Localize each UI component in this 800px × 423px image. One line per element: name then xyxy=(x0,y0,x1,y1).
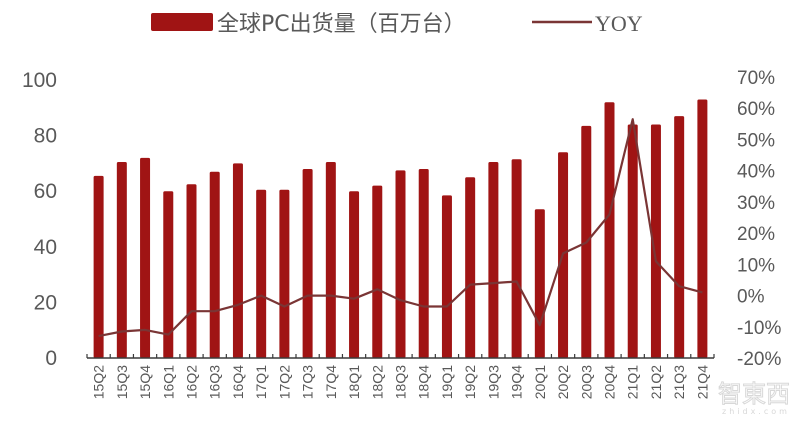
yoy-line-series xyxy=(98,118,703,338)
legend-bar-label: 全球PC出货量（百万台） xyxy=(217,12,466,37)
right-axis-tick-label: -20% xyxy=(737,349,781,370)
left-axis: 0 20 40 60 80 100 xyxy=(22,69,57,370)
x-axis-tick-label: 20Q2 xyxy=(555,365,571,399)
right-axis-tick-label: 60% xyxy=(737,99,775,120)
x-axis-tick-label: 21Q3 xyxy=(671,365,687,399)
x-axis-tick-label: 16Q1 xyxy=(160,365,176,399)
right-axis-tick-label: 70% xyxy=(737,68,775,89)
watermark-sub: zhidx.com xyxy=(722,407,790,416)
x-axis-tick-label: 20Q1 xyxy=(532,365,548,399)
x-axis-tick-label: 17Q3 xyxy=(300,365,316,399)
x-axis-tick-label: 20Q3 xyxy=(578,365,594,399)
left-axis-tick-label: 40 xyxy=(34,236,57,259)
left-axis-tick-label: 80 xyxy=(34,125,57,148)
bar-18Q2 xyxy=(372,185,383,358)
bar-21Q3 xyxy=(674,116,685,358)
x-axis-tick-label: 17Q4 xyxy=(323,365,339,399)
bar-19Q4 xyxy=(511,159,522,358)
x-axis-tick-label: 15Q3 xyxy=(114,365,130,399)
bar-21Q2 xyxy=(650,124,661,358)
bar-20Q1 xyxy=(534,209,545,358)
bar-series xyxy=(93,99,708,359)
bar-18Q3 xyxy=(395,170,406,358)
right-axis-tick-label: 20% xyxy=(737,224,775,245)
right-axis: -20% -10% 0% 10% 20% 30% 40% 50% 60% 70% xyxy=(737,68,781,370)
left-axis-tick-label: 60 xyxy=(34,180,57,203)
x-axis-tick-label: 18Q4 xyxy=(416,365,432,399)
bar-16Q2 xyxy=(186,184,197,358)
bar-21Q4 xyxy=(697,99,708,359)
bar-17Q4 xyxy=(325,162,336,358)
bar-19Q2 xyxy=(465,177,476,358)
watermark: 智東西 zhidx.com xyxy=(718,380,791,417)
bar-19Q1 xyxy=(441,195,452,358)
legend-bar-swatch xyxy=(151,13,213,31)
left-axis-tick-label: 0 xyxy=(45,347,57,370)
x-axis-tick-label: 21Q1 xyxy=(625,365,641,399)
bar-16Q1 xyxy=(163,191,174,358)
bar-18Q1 xyxy=(349,191,360,358)
right-axis-tick-label: -10% xyxy=(737,318,781,339)
x-axis-tick-label: 18Q2 xyxy=(369,365,385,399)
x-axis-tick-label: 21Q2 xyxy=(648,365,664,399)
bar-16Q3 xyxy=(209,171,220,358)
x-axis-tick-label: 19Q4 xyxy=(509,365,525,399)
x-axis-tick-label: 18Q1 xyxy=(346,365,362,399)
bar-18Q4 xyxy=(418,168,429,358)
yoy-line xyxy=(98,118,703,338)
left-axis-tick-label: 20 xyxy=(34,291,57,314)
x-axis-tick-label: 16Q3 xyxy=(207,365,223,399)
bar-15Q2 xyxy=(93,175,104,358)
x-axis-tick-label: 20Q4 xyxy=(602,365,618,399)
x-axis-tick-label: 17Q2 xyxy=(276,365,292,399)
right-axis-tick-label: 30% xyxy=(737,193,775,214)
x-axis-labels: 15Q2 15Q3 15Q4 16Q1 16Q2 16Q3 16Q4 17Q1 17Q2 17Q3… xyxy=(91,365,711,399)
bar-17Q2 xyxy=(279,189,290,358)
left-axis-tick-label: 100 xyxy=(22,69,57,92)
right-axis-tick-label: 10% xyxy=(737,255,775,276)
bar-16Q4 xyxy=(232,163,243,358)
x-axis-tick-label: 19Q2 xyxy=(462,365,478,399)
x-axis-tick-label: 15Q2 xyxy=(91,365,107,399)
bar-15Q4 xyxy=(140,157,151,358)
bar-17Q3 xyxy=(302,168,313,358)
x-axis-tick-label: 21Q4 xyxy=(694,365,710,399)
x-axis-tick-label: 19Q1 xyxy=(439,365,455,399)
bar-15Q3 xyxy=(116,162,127,358)
bar-21Q1 xyxy=(627,124,638,358)
legend-line-label: YOY xyxy=(595,11,643,36)
bar-20Q4 xyxy=(604,102,615,359)
x-axis-tick-label: 16Q4 xyxy=(230,365,246,399)
x-axis-tick-label: 19Q3 xyxy=(485,365,501,399)
x-axis-line xyxy=(86,354,715,359)
x-axis-tick-label: 17Q1 xyxy=(253,365,269,399)
watermark-text: 智東西 xyxy=(718,380,790,408)
x-axis-tick-label: 15Q4 xyxy=(137,365,153,399)
right-axis-tick-label: 0% xyxy=(737,287,765,308)
right-axis-tick-label: 50% xyxy=(737,130,775,151)
bar-17Q1 xyxy=(256,189,267,358)
legend: 全球PC出货量（百万台） YOY xyxy=(151,11,643,37)
bar-19Q3 xyxy=(488,162,499,358)
right-axis-tick-label: 40% xyxy=(737,162,775,183)
x-axis-tick-label: 16Q2 xyxy=(184,365,200,399)
x-axis-tick-label: 18Q3 xyxy=(393,365,409,399)
